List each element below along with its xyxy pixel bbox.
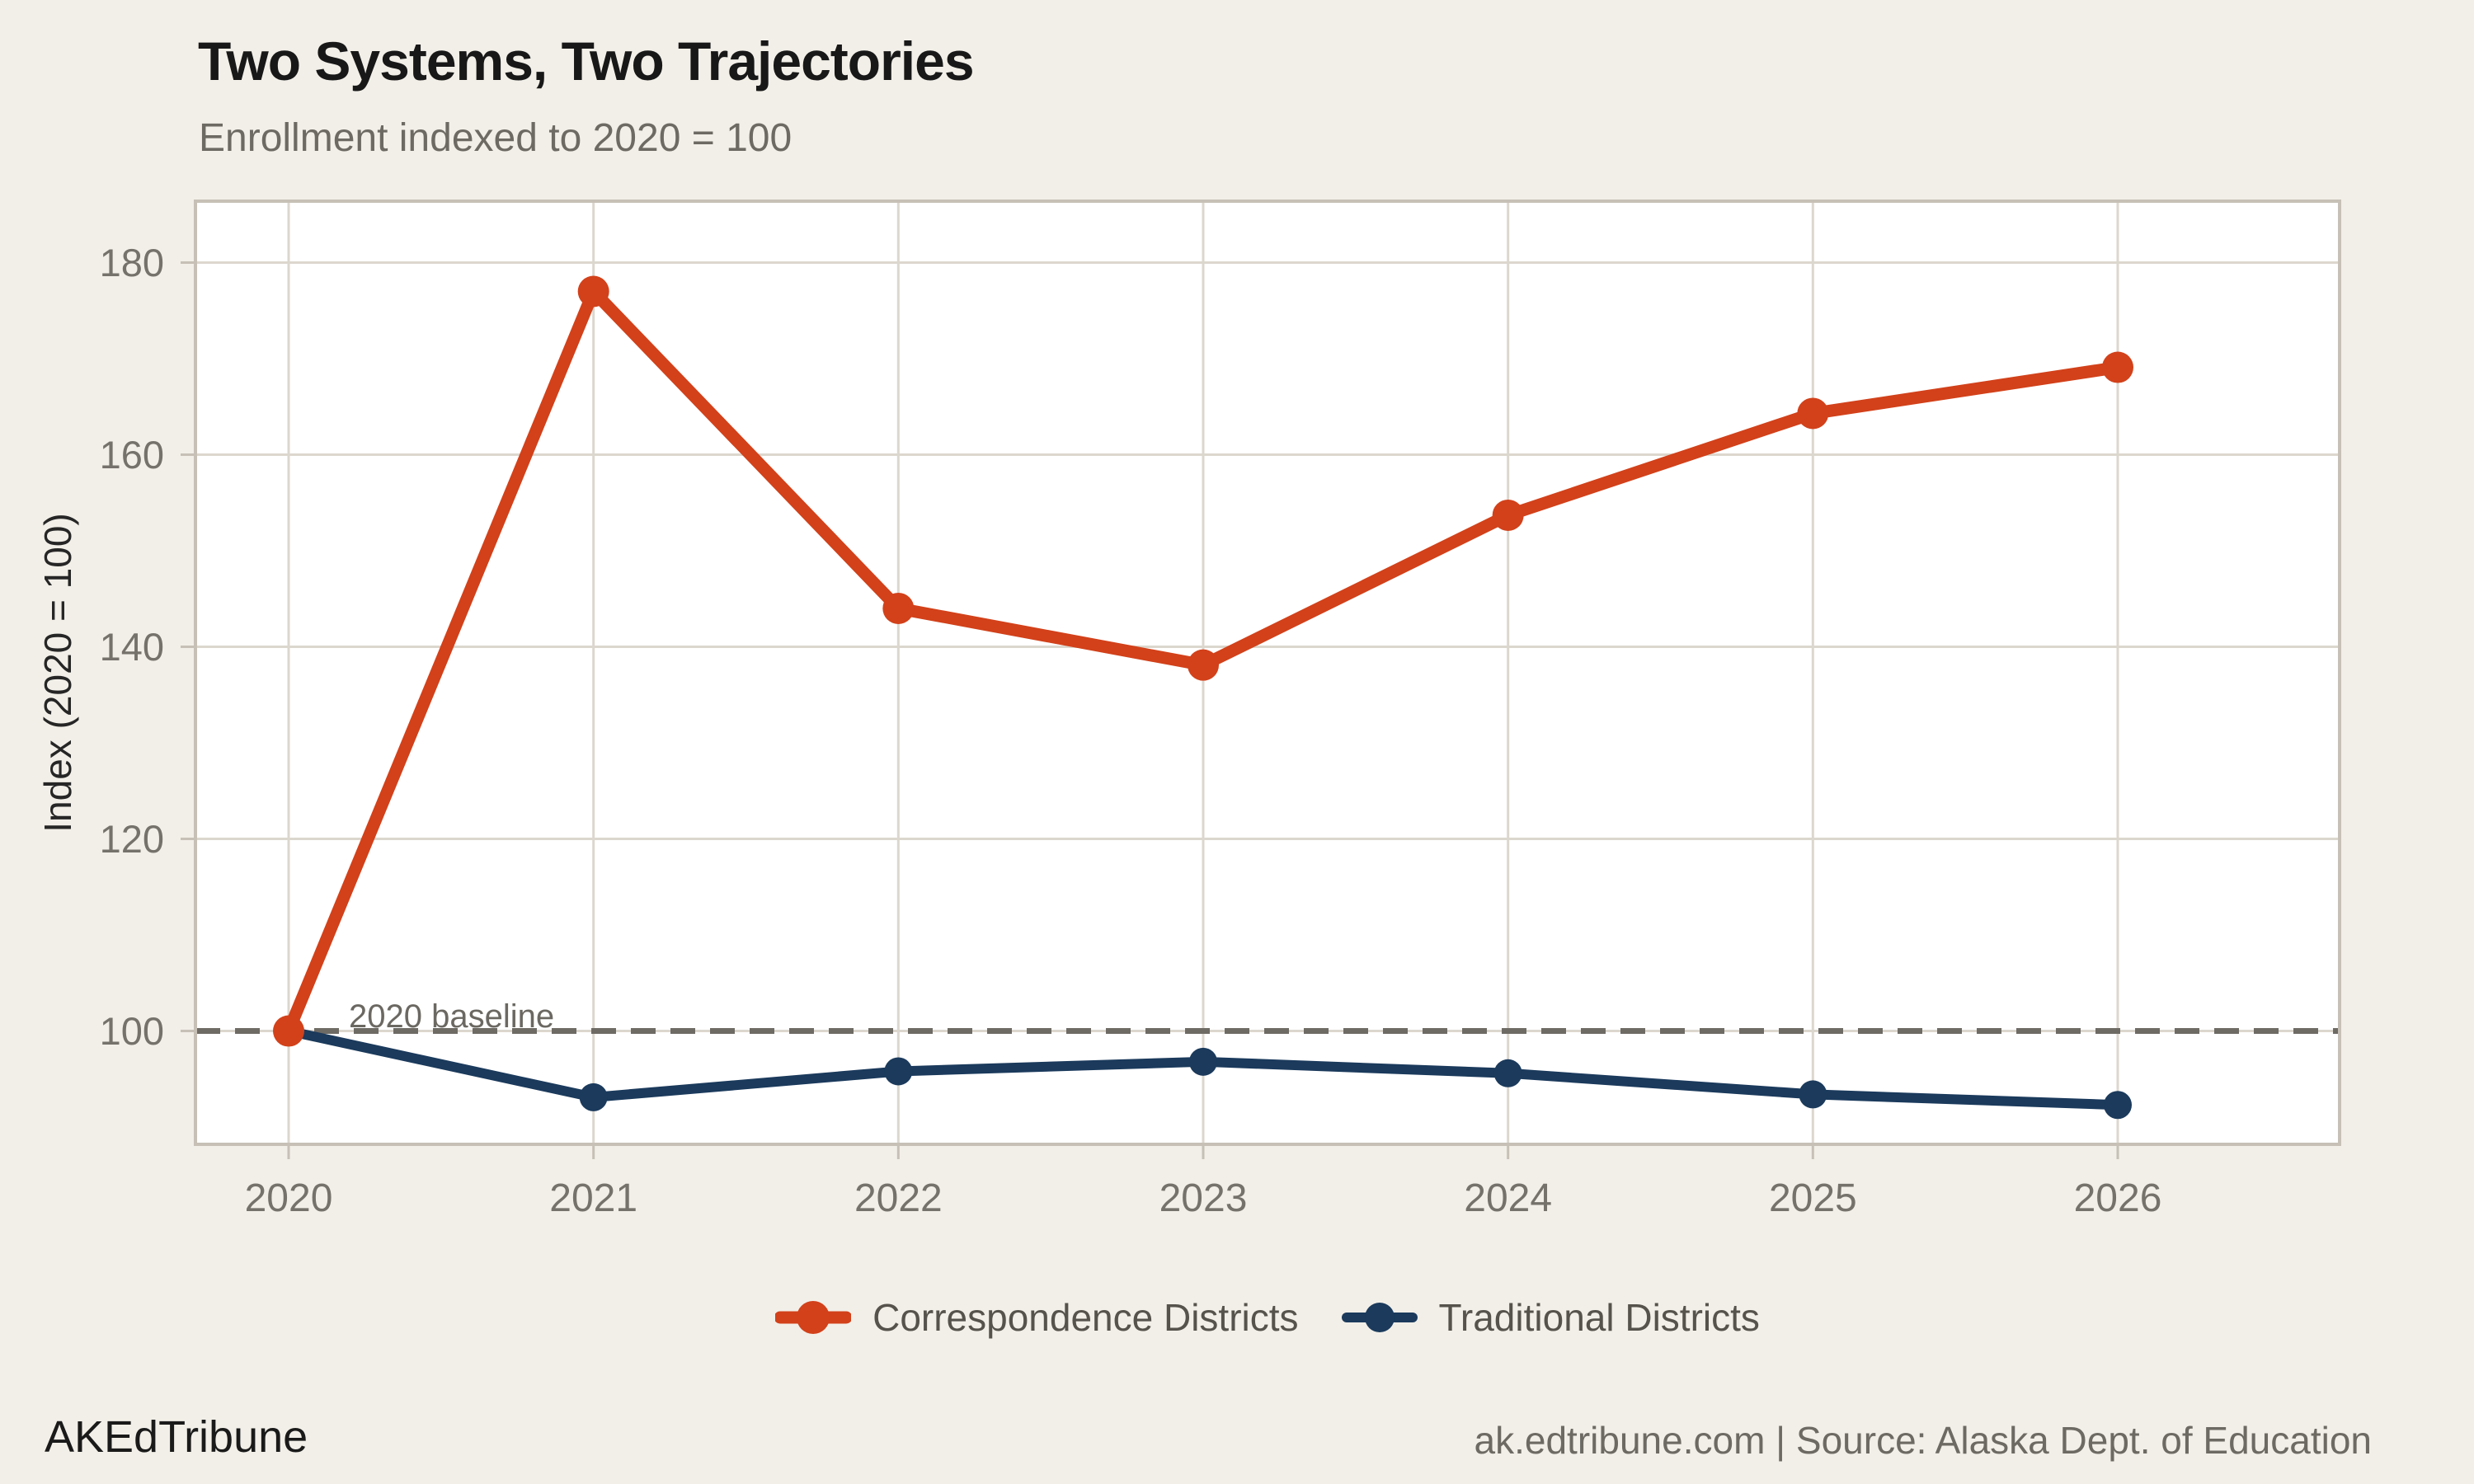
chart-subtitle: Enrollment indexed to 2020 = 100	[199, 116, 793, 160]
series-point	[2102, 351, 2133, 383]
footer-brand: AKEdTribune	[45, 1412, 308, 1462]
series-point	[2104, 1091, 2132, 1120]
x-tick-label: 2021	[549, 1176, 638, 1220]
series-point	[884, 1057, 913, 1086]
y-tick-label: 180	[99, 240, 164, 284]
footer-source: ak.edtribune.com | Source: Alaska Dept. …	[1474, 1419, 2372, 1462]
x-tick-label: 2024	[1464, 1176, 1553, 1220]
series-point	[1188, 649, 1219, 681]
chart-legend: Correspondence Districts Traditional Dist…	[195, 1288, 2340, 1347]
series-point	[579, 1082, 608, 1111]
series-point	[1799, 1080, 1827, 1109]
x-tick-label: 2022	[854, 1176, 943, 1220]
plot-border	[194, 200, 2341, 1146]
y-axis-title: Index (2020 = 100)	[36, 513, 79, 833]
legend-label: Traditional Districts	[1438, 1296, 1760, 1339]
series-point	[882, 592, 915, 624]
baseline-annotation: 2020 baseline	[349, 998, 555, 1035]
legend-item-correspondence: Correspondence Districts	[775, 1294, 1299, 1341]
legend-marker-icon	[1341, 1303, 1418, 1332]
line-chart-canvas	[181, 200, 2341, 1159]
series-point	[1189, 1047, 1217, 1076]
x-tick-label: 2026	[2073, 1176, 2162, 1220]
y-tick-label: 140	[99, 624, 164, 669]
legend-marker-icon	[775, 1301, 852, 1334]
y-tick-label: 100	[99, 1008, 164, 1053]
y-tick-label: 120	[99, 816, 164, 861]
x-tick-label: 2025	[1768, 1176, 1857, 1220]
series-point	[273, 1015, 304, 1047]
chart-title: Two Systems, Two Trajectories	[198, 31, 975, 92]
legend-item-traditional: Traditional Districts	[1341, 1294, 1760, 1341]
series-point	[577, 275, 609, 308]
x-tick-label: 2023	[1159, 1176, 1248, 1220]
plot-area: 100 120 140 160 180 2020 2021 2022 2023 2024 2025 2…	[100, 200, 2341, 1220]
legend-label: Correspondence Districts	[872, 1296, 1299, 1339]
series-point	[1797, 397, 1829, 430]
x-tick-label: 2020	[244, 1176, 333, 1220]
series-point	[1492, 499, 1524, 531]
series-point	[1493, 1059, 1522, 1087]
y-tick-label: 160	[99, 432, 164, 477]
